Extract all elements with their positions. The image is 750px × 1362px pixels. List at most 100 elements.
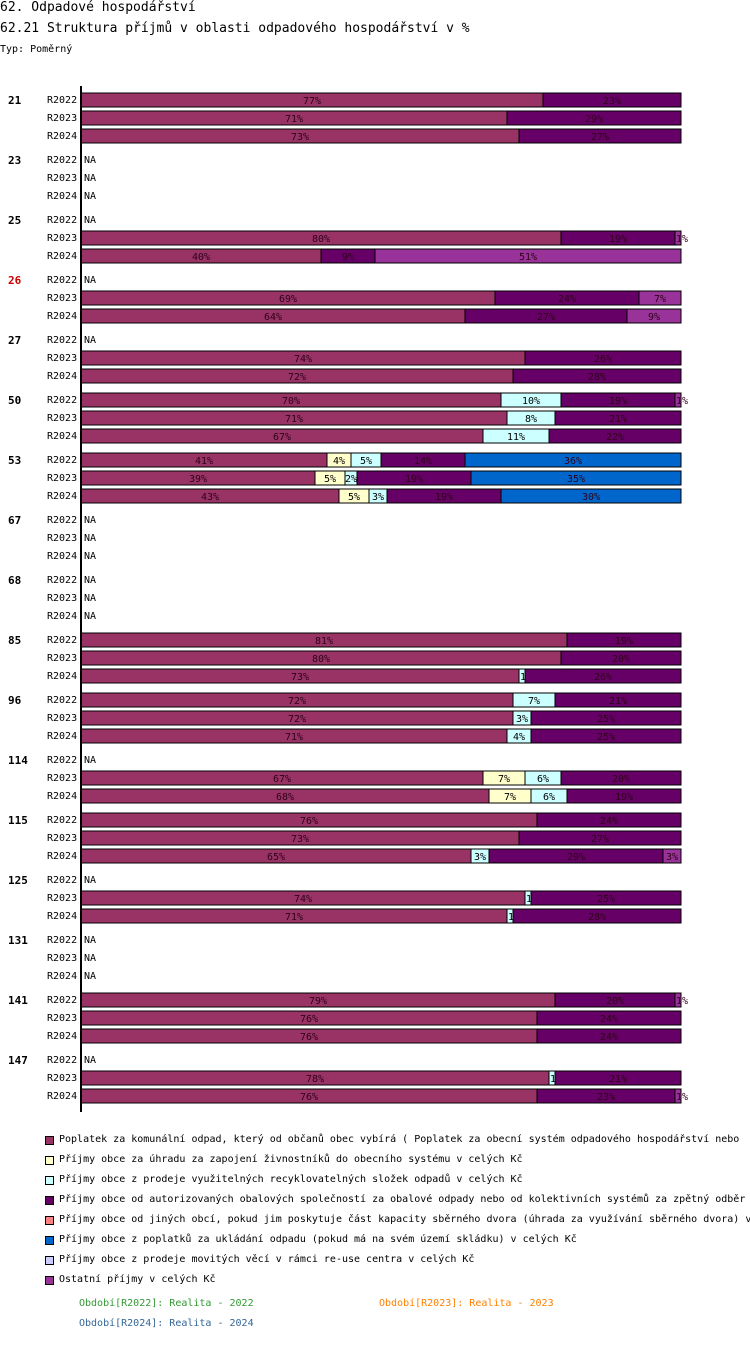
period-label: R2024 (47, 371, 77, 382)
data-label: 24% (600, 816, 618, 827)
period-label: R2023 (47, 593, 77, 604)
na-label: NA (84, 215, 96, 226)
data-label: 29% (567, 852, 585, 863)
period-label: R2022 (47, 755, 77, 766)
period-label: R2024 (47, 851, 77, 862)
data-label: 39% (189, 474, 207, 485)
data-label: 26% (594, 672, 612, 683)
period-label: R2024 (47, 611, 77, 622)
data-label: 20% (612, 654, 630, 665)
data-label: 7% (498, 774, 510, 785)
period-label: R2022 (47, 395, 77, 406)
data-label: 67% (273, 774, 291, 785)
data-label: 43% (201, 492, 219, 503)
period-label: R2022 (47, 995, 77, 1006)
bar-segment (560, 650, 682, 666)
bar-segment (554, 692, 682, 708)
period-label: R2022 (47, 95, 77, 106)
bar-segment (566, 788, 682, 804)
data-label: 1% (676, 396, 688, 407)
group-label: 25 (8, 214, 21, 227)
data-label: 5% (360, 456, 372, 467)
bar-segment (638, 290, 682, 306)
legend-swatch (45, 1136, 54, 1145)
bar-segment (554, 1070, 682, 1086)
data-label: 20% (606, 996, 624, 1007)
na-label: NA (84, 155, 96, 166)
data-label: 73% (291, 672, 309, 683)
period-label: R2023 (47, 293, 77, 304)
na-label: NA (84, 551, 96, 562)
period-label: R2023 (47, 1013, 77, 1024)
data-label: 64% (264, 312, 282, 323)
data-label: 23% (597, 1092, 615, 1103)
bar-segment (512, 368, 682, 384)
group-label: 27 (8, 334, 21, 347)
group-label: 114 (8, 754, 28, 767)
bar-segment (470, 470, 682, 486)
period-label: R2024 (47, 1091, 77, 1102)
legend-label: Ostatní příjmy v celých Kč (59, 1274, 216, 1285)
period-label: R2023 (47, 953, 77, 964)
group-label: 131 (8, 934, 28, 947)
data-label: 71% (285, 912, 303, 923)
data-label: 76% (300, 1014, 318, 1025)
period-label: R2022 (47, 1055, 77, 1066)
data-label: 3% (516, 714, 528, 725)
period-label: R2023 (47, 173, 77, 184)
data-label: 21% (609, 1074, 627, 1085)
na-label: NA (84, 515, 96, 526)
na-label: NA (84, 875, 96, 886)
period-2023-label: Období[R2023]: Realita - 2023 (379, 1298, 554, 1309)
bar-segment (662, 848, 682, 864)
period-label: R2024 (47, 191, 77, 202)
group-label: 147 (8, 1054, 28, 1067)
data-label: 68% (276, 792, 294, 803)
data-label: 73% (291, 132, 309, 143)
data-label: 2% (345, 474, 357, 485)
data-label: 67% (273, 432, 291, 443)
bar-segment (560, 770, 682, 786)
period-label: R2024 (47, 251, 77, 262)
group-label: 26 (8, 274, 22, 287)
data-label: 81% (315, 636, 333, 647)
period-label: R2022 (47, 695, 77, 706)
legend-item: Příjmy obce z prodeje movitých věcí v rá… (45, 1250, 750, 1270)
period-label: R2022 (47, 635, 77, 646)
data-label: 1% (676, 996, 688, 1007)
legend-item: Poplatek za komunální odpad, který od ob… (45, 1130, 750, 1150)
period-2022-label: Období[R2022]: Realita - 2022 (79, 1298, 254, 1309)
period-label: R2023 (47, 713, 77, 724)
na-label: NA (84, 191, 96, 202)
data-label: 3% (474, 852, 486, 863)
period-label: R2024 (47, 671, 77, 682)
period-label: R2023 (47, 413, 77, 424)
data-label: 76% (300, 1092, 318, 1103)
data-label: 1% (676, 234, 688, 245)
bar-segment (536, 1028, 682, 1044)
data-label: 1% (676, 1092, 688, 1103)
chart-type-label: Typ: Poměrný (0, 44, 73, 55)
legend-label: Poplatek za komunální odpad, který od ob… (59, 1134, 740, 1145)
data-label: 28% (588, 912, 606, 923)
data-label: 24% (600, 1032, 618, 1043)
data-label: 8% (525, 414, 537, 425)
data-label: 73% (291, 834, 309, 845)
period-label: R2024 (47, 971, 77, 982)
period-label: R2022 (47, 815, 77, 826)
legend-swatch (45, 1156, 54, 1165)
bar-segment (674, 392, 682, 408)
period-2024-label: Období[R2024]: Realita - 2024 (79, 1318, 254, 1329)
period-label: R2022 (47, 935, 77, 946)
page-title: 62. Odpadové hospodářství (0, 0, 196, 15)
legend-label: Příjmy obce od autorizovaných obalových … (59, 1194, 746, 1205)
data-label: 28% (588, 372, 606, 383)
legend-label: Příjmy obce za úhradu za zapojení živnos… (59, 1154, 523, 1165)
data-label: 27% (537, 312, 555, 323)
legend-swatch (45, 1276, 54, 1285)
data-label: 36% (564, 456, 582, 467)
data-label: 3% (666, 852, 678, 863)
legend-label: Příjmy obce od jiných obcí, pokud jim po… (59, 1214, 750, 1225)
legend-swatch (45, 1256, 54, 1265)
period-label: R2023 (47, 1073, 77, 1084)
